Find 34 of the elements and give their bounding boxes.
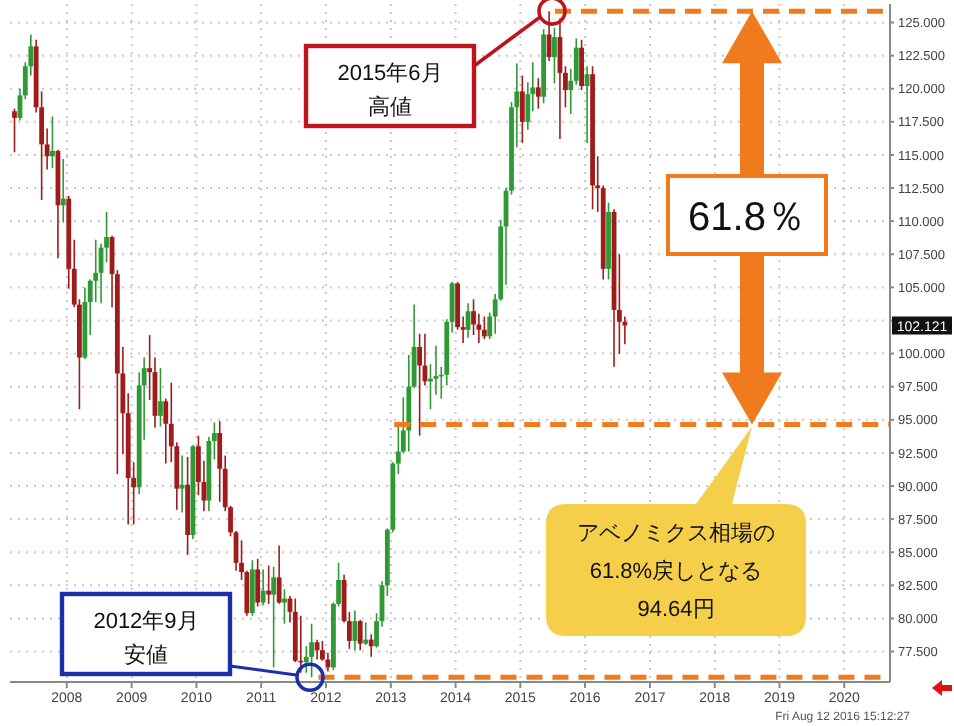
candlestick	[519, 74, 525, 144]
candlestick	[552, 27, 557, 85]
candlestick	[266, 564, 272, 605]
candlestick	[352, 609, 358, 652]
candlestick	[417, 332, 423, 437]
annotation: 2015年6月	[337, 61, 443, 86]
candlestick	[271, 565, 277, 669]
candlestick	[282, 588, 287, 625]
candlestick	[217, 420, 223, 503]
candlestick	[535, 77, 541, 110]
candlestick	[179, 454, 185, 514]
candlestick	[255, 558, 261, 608]
candlestick	[363, 621, 369, 646]
annotation: 94.64円	[637, 597, 715, 622]
candlestick	[12, 107, 17, 154]
candlestick	[471, 298, 476, 336]
candlestick	[309, 622, 314, 679]
candlestick	[50, 115, 55, 169]
candlestick	[60, 158, 66, 224]
annotation: アベノミクス相場の	[577, 519, 775, 546]
candlestick	[481, 315, 487, 340]
annotation: 61.8％	[688, 196, 806, 240]
candlestick	[579, 38, 584, 91]
candlestick	[260, 568, 266, 606]
candlestick	[546, 10, 552, 62]
candlestick	[249, 559, 255, 617]
annotation: 61.8%戻しとなる	[589, 557, 763, 584]
candlestick	[368, 633, 374, 658]
candlestick	[158, 367, 163, 428]
candlestick	[276, 544, 282, 605]
annotation: 安値	[124, 641, 168, 668]
candlestick	[357, 618, 363, 652]
annotation: 2012年9月	[93, 609, 199, 634]
annotation: 高値	[368, 93, 412, 120]
